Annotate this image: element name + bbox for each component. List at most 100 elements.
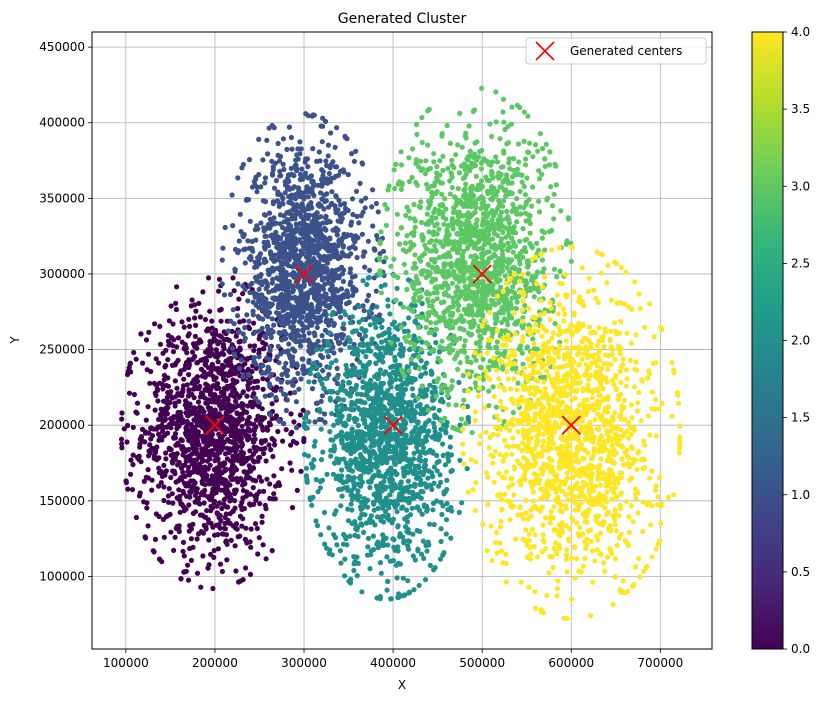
data-point xyxy=(403,469,408,474)
data-point xyxy=(335,390,340,395)
data-point xyxy=(362,370,367,375)
data-point xyxy=(153,537,158,542)
data-point xyxy=(270,548,275,553)
data-point xyxy=(552,192,557,197)
data-point xyxy=(334,375,339,380)
data-point xyxy=(331,423,336,428)
data-point xyxy=(381,249,386,254)
data-point xyxy=(333,174,338,179)
data-point xyxy=(423,467,428,472)
data-point xyxy=(276,141,281,146)
data-point xyxy=(212,453,217,458)
data-point xyxy=(239,431,244,436)
data-point xyxy=(239,436,244,441)
data-point xyxy=(304,466,309,471)
data-point xyxy=(391,558,396,563)
data-point xyxy=(331,271,336,276)
data-point xyxy=(180,417,185,422)
data-point xyxy=(217,277,222,282)
data-point xyxy=(171,436,176,441)
data-point xyxy=(385,579,390,584)
data-point xyxy=(384,554,389,559)
data-point xyxy=(341,294,346,299)
data-point xyxy=(333,358,338,363)
data-point xyxy=(153,408,158,413)
data-point xyxy=(171,349,176,354)
data-point xyxy=(411,202,416,207)
data-point xyxy=(317,204,322,209)
data-point xyxy=(344,460,349,465)
data-point xyxy=(333,145,338,150)
data-point xyxy=(193,493,198,498)
data-point xyxy=(222,346,227,351)
data-point xyxy=(405,578,410,583)
data-point xyxy=(235,421,240,426)
data-point xyxy=(433,385,438,390)
data-point xyxy=(311,213,316,218)
data-point xyxy=(457,111,462,116)
data-point xyxy=(251,312,256,317)
data-point xyxy=(525,114,530,119)
data-point xyxy=(291,244,296,249)
data-point xyxy=(189,558,194,563)
data-point xyxy=(377,492,382,497)
data-point xyxy=(335,418,340,423)
data-point xyxy=(247,372,252,377)
data-point xyxy=(272,253,277,258)
data-point xyxy=(205,397,210,402)
data-point xyxy=(138,459,143,464)
data-point xyxy=(267,304,272,309)
data-point xyxy=(318,314,323,319)
data-point xyxy=(345,290,350,295)
data-point xyxy=(323,303,328,308)
data-point xyxy=(374,484,379,489)
data-point xyxy=(237,412,242,417)
data-point xyxy=(403,213,408,218)
data-point xyxy=(368,322,373,327)
data-point xyxy=(408,400,413,405)
data-point xyxy=(361,530,366,535)
data-point xyxy=(282,219,287,224)
data-point xyxy=(335,404,340,409)
data-point xyxy=(423,435,428,440)
data-point xyxy=(255,379,260,384)
data-point xyxy=(320,381,325,386)
data-point xyxy=(174,426,179,431)
data-point xyxy=(283,392,288,397)
data-point xyxy=(146,467,151,472)
data-point xyxy=(260,371,265,376)
data-point xyxy=(242,469,247,474)
data-point xyxy=(389,340,394,345)
data-point xyxy=(269,217,274,222)
data-point xyxy=(148,436,153,441)
data-point xyxy=(243,565,248,570)
data-point xyxy=(418,402,423,407)
data-point xyxy=(304,236,309,241)
data-point xyxy=(323,376,328,381)
data-point xyxy=(191,356,196,361)
data-point xyxy=(359,523,364,528)
data-point xyxy=(306,379,311,384)
data-point xyxy=(356,466,361,471)
data-point xyxy=(152,454,157,459)
data-point xyxy=(199,529,204,534)
data-point xyxy=(443,430,448,435)
data-point xyxy=(241,374,246,379)
data-point xyxy=(348,320,353,325)
data-point xyxy=(395,386,400,391)
data-point xyxy=(421,539,426,544)
data-point xyxy=(399,225,404,230)
data-point xyxy=(203,317,208,322)
data-point xyxy=(233,453,238,458)
data-point xyxy=(419,552,424,557)
data-point xyxy=(218,562,223,567)
data-point xyxy=(338,503,343,508)
data-point xyxy=(277,311,282,316)
data-point xyxy=(262,438,267,443)
data-point xyxy=(312,379,317,384)
data-point xyxy=(182,325,187,330)
data-point xyxy=(356,320,361,325)
data-point xyxy=(265,281,270,286)
data-point xyxy=(316,309,321,314)
data-point xyxy=(215,341,220,346)
